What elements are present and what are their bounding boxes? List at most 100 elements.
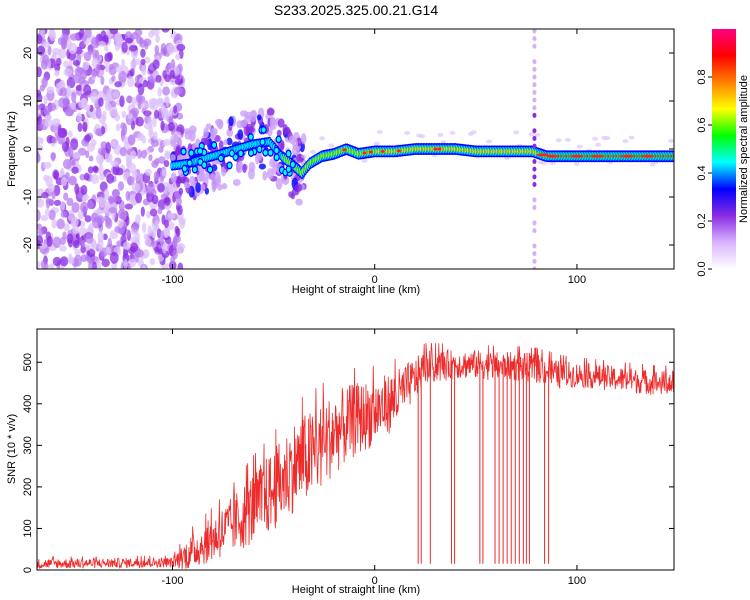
snr-ytick-label: 100 (22, 519, 34, 537)
spectrogram-noise-cell (152, 116, 157, 128)
spectrogram-noise-cell (43, 95, 48, 106)
spectrogram-noise-cell (90, 139, 97, 147)
spectrogram-noise-cell (213, 171, 221, 183)
spectrogram-halo-cell (595, 142, 602, 147)
spectrogram-noise-cell (137, 95, 146, 105)
spectrogram-noise-cell (115, 167, 124, 176)
snr-xtick-label: 100 (568, 575, 586, 587)
spectrogram-noise-cell (52, 48, 61, 56)
spectrogram-xtick-label: 100 (568, 274, 586, 286)
spectrogram-hotspot (591, 154, 604, 158)
spectrogram-noise-cell (126, 95, 133, 104)
snr-xtick-label: 0 (372, 575, 378, 587)
spectrogram-noise-cell (123, 259, 128, 269)
spectrogram-noise-cell (96, 259, 102, 269)
spectrogram-blob (189, 150, 194, 156)
spectrogram-xlabel: Height of straight line (km) (292, 284, 420, 296)
colorbar-ticks: 0.0 0.2 0.4 0.6 0.8 (696, 69, 712, 277)
snr-ytick-label: 200 (22, 478, 34, 496)
spectrogram-noise-cell (130, 150, 137, 160)
spectrogram-noise-cell (74, 183, 80, 195)
spectrogram-stripe-cell (532, 43, 537, 49)
spectrogram-noise-cell (217, 184, 223, 191)
spectrogram-stripe-cell (532, 228, 537, 234)
spectrogram-noise-cell (158, 156, 166, 164)
spectrogram-stripe-cell (532, 29, 537, 34)
spectrogram-noise-cell (63, 68, 73, 77)
spectrogram-noise-cell (66, 38, 72, 51)
spectrogram-noise-cell (92, 49, 97, 60)
spectrogram-noise-cell (95, 153, 105, 165)
spectrogram-noise-cell (160, 47, 168, 57)
spectrogram-noise-cell (150, 228, 157, 239)
spectrogram-noise-cell (37, 109, 41, 118)
spectrogram-noise-cell (154, 45, 160, 55)
spectrogram-noise-cell (120, 211, 127, 221)
spectrogram-noise-cell (135, 214, 141, 224)
spectrogram-noise-cell (174, 78, 184, 86)
spectrogram-noise-cell (131, 198, 137, 206)
spectrogram-noise-cell (77, 122, 83, 133)
spectrogram-noise-cell (107, 237, 113, 250)
spectrogram-stripe-cell (532, 97, 537, 103)
colorbar-tick-label: 0.8 (696, 69, 708, 84)
spectrogram-stripe-cell (532, 197, 537, 203)
spectrogram-noise-cell (52, 236, 62, 249)
spectrogram-noise-cell (63, 223, 70, 232)
spectrogram-noise-cell (157, 182, 165, 193)
spectrogram-stripe-cell (532, 105, 537, 111)
spectrogram-stripe-cell (532, 251, 537, 257)
spectrogram-noise-cell (43, 105, 51, 116)
spectrogram-noise-cell (124, 203, 134, 210)
spectrogram-stripe-cell (532, 166, 537, 172)
spectrogram-noise-cell (167, 212, 176, 219)
spectrogram-noise-cell (153, 131, 158, 141)
spectrogram-stripe-cell (532, 243, 537, 249)
spectrogram-noise-cell (148, 97, 158, 105)
spectrogram-noise-cell (177, 262, 184, 269)
spectrogram-noise-cell (71, 152, 81, 159)
spectrogram-noise-cell (101, 258, 110, 268)
spectrogram-blob (290, 161, 295, 168)
spectrogram-noise-cell (114, 81, 122, 88)
spectrogram-noise-cell (83, 51, 92, 62)
spectrogram-noise-cell (154, 157, 160, 166)
spectrogram-noise-cell (121, 111, 127, 119)
spectrogram-noise-cell (151, 194, 159, 205)
spectrogram-noise-cell (75, 84, 83, 91)
snr-ytick-label: 500 (22, 353, 34, 371)
colorbar-tick-label: 0.2 (696, 213, 708, 228)
spectrogram-noise-cell (91, 69, 97, 78)
spectrogram-noise-cell (109, 230, 119, 240)
spectrogram-noise-cell (40, 29, 45, 38)
spectrogram-noise-cell (188, 125, 197, 134)
spectrogram-noise-cell (163, 219, 169, 229)
spectrogram-noise-cell (37, 223, 42, 231)
spectrogram-noise-cell (49, 29, 57, 42)
spectrogram-hotspot (362, 151, 367, 155)
spectrogram-noise-cell (210, 129, 217, 140)
spectrogram-noise-cell (80, 201, 89, 214)
spectrogram-noise-cell (90, 212, 99, 223)
spectrogram-noise-cell (173, 86, 183, 95)
spectrogram-noise-cell (117, 219, 124, 229)
spectrogram-noise-cell (162, 86, 171, 96)
spectrogram-noise-cell (146, 183, 156, 195)
spectrogram-noise-cell (121, 58, 126, 67)
spectrogram-noise-cell (280, 142, 285, 150)
spectrogram-noise-cell (142, 79, 148, 88)
spectrogram-noise-cell (135, 116, 145, 127)
spectrogram-blob (202, 162, 207, 168)
spectrogram-noise-cell (78, 227, 88, 236)
spectrogram-stripe-cell (532, 66, 537, 72)
spectrogram-ytick-label: -20 (22, 237, 34, 253)
spectrogram-noise-cell (37, 136, 42, 144)
spectrogram-noise-cell (37, 104, 42, 111)
spectrogram-noise-cell (104, 52, 112, 62)
spectrogram-noise-cell (98, 164, 104, 176)
spectrogram-noise-cell (37, 151, 40, 163)
spectrogram-noise-cell (166, 43, 175, 55)
spectrogram-noise-cell (104, 64, 110, 73)
spectrogram-blob (263, 150, 268, 156)
